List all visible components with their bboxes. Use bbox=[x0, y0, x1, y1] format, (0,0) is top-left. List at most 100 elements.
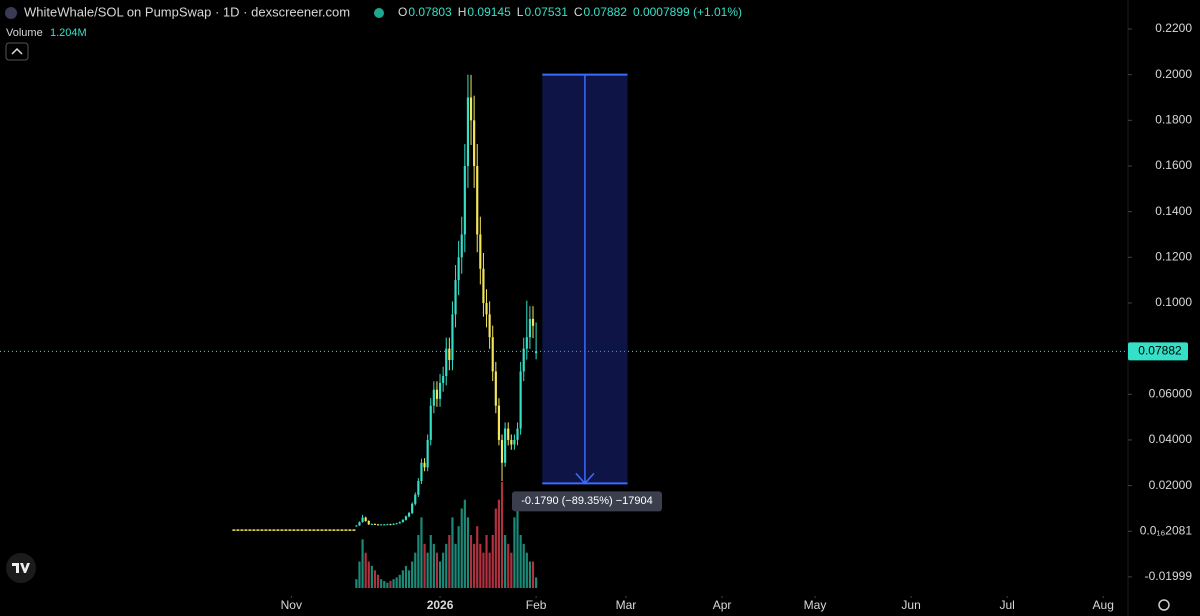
candle-body bbox=[401, 519, 404, 523]
volume-bar bbox=[510, 552, 513, 588]
candle-body bbox=[454, 280, 457, 315]
candle-body bbox=[398, 522, 401, 524]
volume-bar bbox=[488, 552, 491, 588]
candle-body bbox=[513, 439, 516, 445]
candle-body bbox=[510, 439, 513, 445]
candle-body bbox=[531, 318, 535, 326]
volume-bar bbox=[411, 561, 414, 588]
settings-icon[interactable] bbox=[1158, 599, 1170, 611]
candle-body bbox=[414, 494, 417, 504]
collapse-button[interactable] bbox=[5, 42, 29, 61]
candle-body bbox=[485, 302, 488, 315]
volume-bar bbox=[513, 517, 516, 588]
volume-bar bbox=[500, 482, 504, 588]
volume-bar bbox=[373, 570, 377, 588]
ohlc-label: L bbox=[517, 5, 524, 19]
candle-body bbox=[376, 524, 380, 526]
y-tick-label: 0.1600 bbox=[1155, 158, 1192, 172]
volume-bar bbox=[417, 535, 420, 588]
volume-bar bbox=[442, 552, 445, 588]
candle-body bbox=[494, 371, 497, 406]
y-tick-label: 0.1200 bbox=[1155, 249, 1192, 263]
volume-value: 1.204M bbox=[50, 27, 87, 39]
candle-body bbox=[463, 165, 466, 235]
price-change: 0.0007899 (+1.01%) bbox=[633, 5, 742, 19]
measure-label: -0.1790 (−89.35%) −17904 bbox=[521, 495, 653, 507]
x-tick-label: Aug bbox=[1093, 598, 1114, 612]
y-tick-label: 0.1000 bbox=[1155, 295, 1192, 309]
volume-bar bbox=[522, 543, 525, 588]
volume-bar bbox=[426, 552, 429, 588]
volume-bar bbox=[491, 535, 494, 588]
candle-body bbox=[497, 405, 501, 440]
ohlc-value: 0.07531 bbox=[524, 5, 568, 19]
volume-bar bbox=[429, 535, 432, 588]
candle-body bbox=[417, 481, 420, 495]
x-tick-label: 2026 bbox=[427, 598, 454, 612]
y-tick-label: 0.0₁₆2081 bbox=[1140, 523, 1193, 537]
volume-bar bbox=[525, 552, 528, 588]
volume-title: Volume bbox=[6, 27, 43, 39]
candle-body bbox=[373, 523, 377, 525]
x-tick-label: Mar bbox=[616, 598, 637, 612]
candle-body bbox=[383, 524, 386, 526]
candle-body bbox=[438, 382, 442, 399]
ohlc-header: O 0.07803 H 0.09145 L 0.07531 C 0.07882 0.000789… bbox=[398, 5, 742, 19]
candle-body bbox=[504, 428, 507, 463]
volume-bar bbox=[531, 561, 535, 588]
volume-bar bbox=[463, 499, 466, 588]
volume-bar bbox=[494, 508, 497, 588]
candle-body bbox=[525, 337, 528, 349]
ohlc-label: C bbox=[574, 5, 583, 19]
candle-body bbox=[420, 462, 423, 482]
volume-bar bbox=[414, 552, 417, 588]
measure-label-box bbox=[512, 491, 662, 512]
candle-body bbox=[516, 428, 519, 440]
volume-bar bbox=[404, 565, 408, 588]
ohlc-value: 0.07882 bbox=[584, 5, 628, 19]
candle-body bbox=[488, 314, 491, 338]
volume-bar bbox=[376, 574, 380, 588]
y-tick-label: 0.2000 bbox=[1155, 67, 1192, 81]
volume-bar bbox=[476, 526, 479, 588]
volume-bar bbox=[435, 552, 439, 588]
candle-body bbox=[519, 371, 522, 429]
x-tick-label: Feb bbox=[526, 598, 547, 612]
candle-body bbox=[389, 524, 392, 526]
chart-title: WhiteWhale/SOL on PumpSwap · 1D · dexscr… bbox=[24, 4, 350, 19]
volume-bar bbox=[364, 552, 367, 588]
candle-body bbox=[392, 523, 395, 525]
candle-body bbox=[491, 337, 494, 372]
y-tick-label: 0.02000 bbox=[1149, 478, 1193, 492]
volume-bar bbox=[386, 582, 389, 588]
candle-body bbox=[429, 405, 432, 440]
candle-body bbox=[535, 351, 538, 354]
candle-body bbox=[451, 314, 454, 361]
volume-bar bbox=[516, 499, 519, 588]
tv-logo[interactable] bbox=[6, 553, 36, 583]
volume-bar bbox=[423, 543, 426, 588]
volume-bar bbox=[445, 543, 448, 588]
volume-bar bbox=[370, 565, 373, 588]
volume-bar bbox=[460, 508, 463, 588]
y-tick-label: 0.1400 bbox=[1155, 204, 1192, 218]
candle-body bbox=[460, 234, 463, 258]
y-tick-label: -0.01999 bbox=[1145, 569, 1193, 583]
ohlc-label: O bbox=[398, 5, 407, 19]
candle-body bbox=[380, 524, 383, 526]
volume-bar bbox=[479, 543, 482, 588]
volume-bar bbox=[358, 561, 361, 588]
volume-bar bbox=[466, 517, 470, 588]
candle-body bbox=[500, 439, 504, 463]
candle-body bbox=[466, 97, 470, 166]
candle-body bbox=[426, 439, 429, 468]
candle-body bbox=[522, 348, 525, 372]
ohlc-value: 0.07803 bbox=[408, 5, 452, 19]
candle-body bbox=[361, 517, 364, 523]
volume-bar bbox=[451, 517, 454, 588]
volume-bar bbox=[407, 570, 411, 588]
last-price-tag bbox=[1128, 342, 1188, 361]
candle-body bbox=[476, 165, 479, 235]
candle-body bbox=[432, 389, 435, 406]
